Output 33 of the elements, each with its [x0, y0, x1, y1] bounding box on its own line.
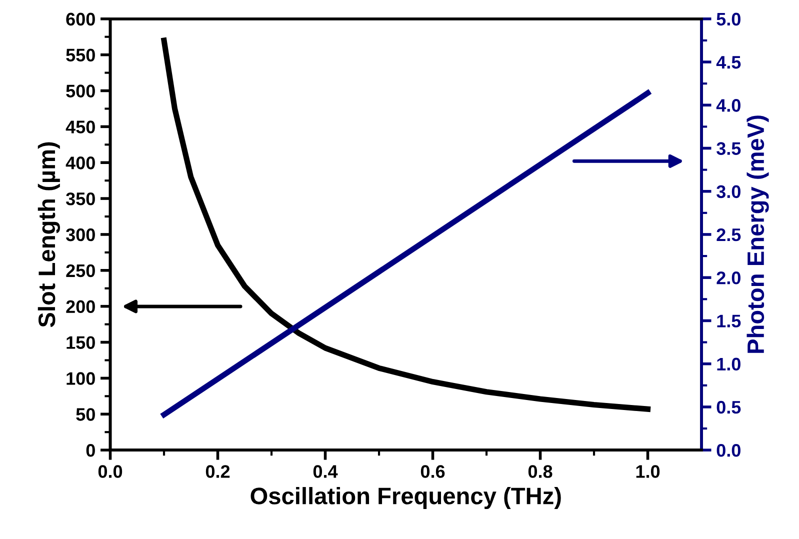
x-tick-label: 0.8	[528, 465, 552, 478]
x-axis-title: Oscillation Frequency (THz)	[250, 487, 561, 510]
y-tick-label: 150	[66, 336, 95, 349]
y-tick-label: 200	[66, 300, 95, 314]
y2-axis-title: Photon Energy (meV)	[746, 116, 769, 353]
x-tick-label: 1.0	[636, 465, 660, 478]
y2-tick-label: 3.5	[716, 142, 741, 155]
x-tick-label: 0.2	[206, 465, 230, 478]
y-tick-label: 300	[66, 228, 95, 242]
y-tick-label: 50	[76, 408, 95, 421]
y-tick-label: 600	[66, 12, 95, 26]
y-axis-title: Slot Length (µm)	[38, 142, 60, 328]
y2-tick-label: 4.5	[716, 56, 741, 69]
y-tick-label: 550	[66, 48, 95, 62]
y2-tick-label: 4.0	[716, 99, 740, 112]
y2-tick-label: 0.5	[716, 400, 741, 414]
y2-tick-label: 1.0	[717, 358, 740, 371]
y-tick-label: 100	[66, 372, 95, 385]
x-tick-label: 0.0	[98, 465, 122, 478]
y2-tick-label: 0.0	[716, 444, 740, 457]
y-tick-label: 250	[66, 264, 95, 278]
y-tick-label: 450	[66, 120, 95, 134]
y2-tick-label: 2.0	[716, 272, 740, 284]
y-tick-label: 350	[66, 192, 95, 206]
y-tick-label: 400	[66, 156, 95, 170]
x-tick-label: 0.6	[420, 465, 445, 478]
y2-tick-label: 2.5	[716, 228, 741, 242]
y-tick-label: 0	[86, 444, 95, 457]
y2-tick-label: 3.0	[716, 185, 740, 198]
x-tick-label: 0.4	[313, 465, 338, 478]
y2-tick-label: 1.5	[717, 314, 741, 328]
y2-tick-label: 5.0	[716, 12, 740, 26]
y-tick-label: 500	[66, 84, 95, 98]
